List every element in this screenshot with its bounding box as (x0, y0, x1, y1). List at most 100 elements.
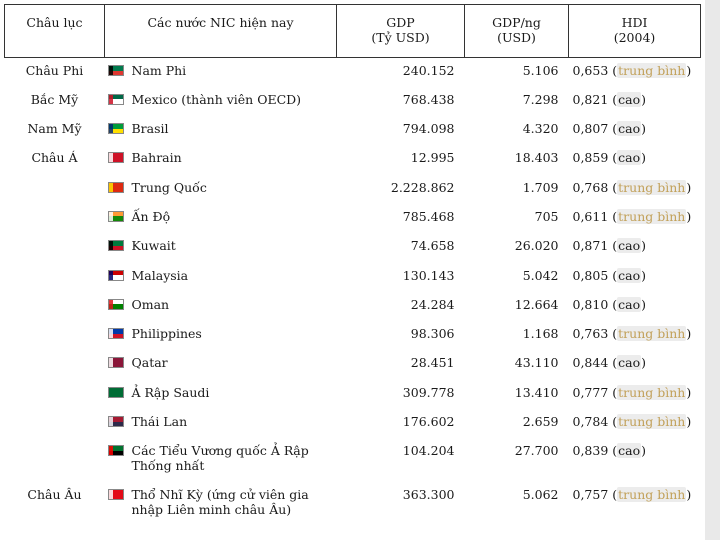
hdi-level: trung bình (617, 63, 687, 78)
header-gdp-per-capita: GDP/ng (USD) (464, 4, 569, 58)
gdp-cell: 785.468 (402, 208, 455, 224)
gdp-cell: 309.778 (402, 384, 455, 400)
table-row: Qatar 28.451 43.110 0,844 (cao) (5, 350, 701, 379)
country-name: Brasil (131, 121, 169, 137)
country-name: Qatar (131, 355, 168, 371)
gdp-cell: 768.438 (402, 91, 455, 107)
continent-cell (5, 204, 105, 233)
continent-label: Bắc Mỹ (30, 91, 79, 107)
gdp-per-capita-cell: 12.664 (514, 296, 559, 312)
continent-label: Châu Phi (25, 63, 84, 78)
gdp-cell: 74.658 (410, 238, 455, 254)
table-row: Philippines 98.306 1.168 0,763 (trung bình) (5, 321, 701, 350)
hdi-value: 0,839 (572, 443, 609, 459)
hdi-level: trung bình (617, 414, 687, 430)
hdi-cell: 0,611 (trung bình) (572, 208, 692, 224)
hdi-level: cao (617, 150, 642, 166)
table-row: Bắc Mỹ Mexico (thành viên OECD) 768.438 7.2… (5, 87, 701, 116)
country-flag-icon (107, 386, 124, 398)
country-flag-icon (107, 181, 124, 193)
hdi-cell: 0,871 (cao) (572, 238, 647, 254)
hdi-value: 0,611 (572, 208, 609, 224)
table-row: Oman 24.284 12.664 0,810 (cao) (5, 292, 701, 321)
header-countries: Các nước NIC hiện nay (104, 4, 337, 58)
country-flag-icon (107, 298, 124, 310)
continent-cell (5, 233, 105, 262)
hdi-level: trung bình (617, 208, 687, 224)
hdi-cell: 0,763 (trung bình) (572, 326, 692, 342)
continent-cell: Nam Mỹ (5, 116, 105, 145)
country-flag-icon (107, 445, 124, 457)
hdi-cell: 0,839 (cao) (572, 443, 647, 459)
hdi-cell: 0,757 (trung bình) (572, 487, 692, 503)
hdi-level: cao (617, 443, 642, 459)
country-cell: Mexico (thành viên OECD) (105, 87, 337, 116)
header-hdi: HDI (2004) (568, 4, 701, 58)
continent-cell (5, 409, 105, 438)
hdi-cell: 0,768 (trung bình) (572, 179, 692, 195)
continent-cell: Châu Phi (5, 58, 105, 87)
country-flag-icon (107, 240, 124, 252)
country-name: Mexico (thành viên OECD) (131, 91, 302, 107)
hdi-level: trung bình (617, 384, 687, 400)
table-row: Các Tiểu Vương quốc Ả Rập Thống nhất 104.… (5, 438, 701, 482)
gdp-per-capita-cell: 5.042 (522, 267, 559, 283)
hdi-value: 0,763 (572, 326, 609, 342)
hdi-value: 0,821 (572, 91, 609, 107)
country-cell: Malaysia (105, 263, 337, 292)
right-scroll-strip (705, 0, 720, 540)
hdi-cell: 0,844 (cao) (572, 355, 647, 371)
country-cell: Bahrain (105, 145, 337, 174)
country-name: Oman (131, 296, 170, 312)
country-flag-icon (107, 328, 124, 340)
country-cell: Ấn Độ (105, 204, 337, 233)
country-flag-icon (107, 65, 124, 76)
gdp-per-capita-cell: 4.320 (522, 121, 559, 137)
country-name: Nam Phi (131, 63, 187, 78)
hdi-value: 0,844 (572, 355, 609, 371)
table-row: Thái Lan 176.602 2.659 0,784 (trung bình) (5, 409, 701, 438)
continent-label: Nam Mỹ (27, 121, 82, 137)
hdi-value: 0,805 (572, 267, 609, 283)
table-row: Châu Âu Thổ Nhĩ Kỳ (ứng cử viên gia nhập … (5, 482, 701, 526)
hdi-level: trung bình (617, 326, 687, 342)
gdp-per-capita-cell: 13.410 (514, 384, 559, 400)
table-row: Ấn Độ 785.468 705 0,611 (trung bình) (5, 204, 701, 233)
hdi-level: trung bình (617, 487, 687, 503)
gdp-per-capita-cell: 1.168 (522, 326, 559, 342)
hdi-level: cao (617, 91, 642, 107)
table-row: Malaysia 130.143 5.042 0,805 (cao) (5, 263, 701, 292)
hdi-value: 0,859 (572, 150, 609, 166)
country-cell: Kuwait (105, 233, 337, 262)
table-row: Ả Rập Saudi 309.778 13.410 0,777 (trung bìn… (5, 380, 701, 409)
gdp-per-capita-cell: 5.062 (522, 487, 559, 503)
hdi-cell: 0,784 (trung bình) (572, 414, 692, 430)
table-body: Châu Phi Nam Phi 240.152 5.106 0,653 (trung … (5, 58, 701, 527)
country-name: Các Tiểu Vương quốc Ả Rập Thống nhất (131, 443, 309, 474)
continent-cell: Châu Á (5, 145, 105, 174)
hdi-level: cao (617, 296, 642, 312)
country-name: Ả Rập Saudi (131, 384, 210, 400)
hdi-value: 0,768 (572, 179, 609, 195)
hdi-cell: 0,810 (cao) (572, 296, 647, 312)
hdi-value: 0,810 (572, 296, 609, 312)
header-gdp: GDP (Tỷ USD) (336, 4, 465, 58)
continent-label: Châu Âu (27, 487, 82, 503)
gdp-cell: 363.300 (402, 487, 455, 503)
gdp-per-capita-cell: 43.110 (514, 355, 559, 371)
country-cell: Qatar (105, 350, 337, 379)
gdp-cell: 794.098 (402, 121, 455, 137)
country-cell: Trung Quốc (105, 175, 337, 204)
gdp-cell: 104.204 (402, 443, 455, 459)
country-name: Bahrain (131, 150, 182, 166)
country-flag-icon (107, 416, 124, 428)
country-name: Thổ Nhĩ Kỳ (ứng cử viên gia nhập Liên mi… (131, 487, 309, 518)
gdp-cell: 98.306 (410, 326, 455, 342)
country-cell: Philippines (105, 321, 337, 350)
table-row: Trung Quốc 2.228.862 1.709 0,768 (trung bìn… (5, 175, 701, 204)
country-cell: Ả Rập Saudi (105, 380, 337, 409)
hdi-cell: 0,777 (trung bình) (572, 384, 692, 400)
gdp-per-capita-cell: 1.709 (522, 179, 559, 195)
hdi-level: cao (617, 121, 642, 137)
